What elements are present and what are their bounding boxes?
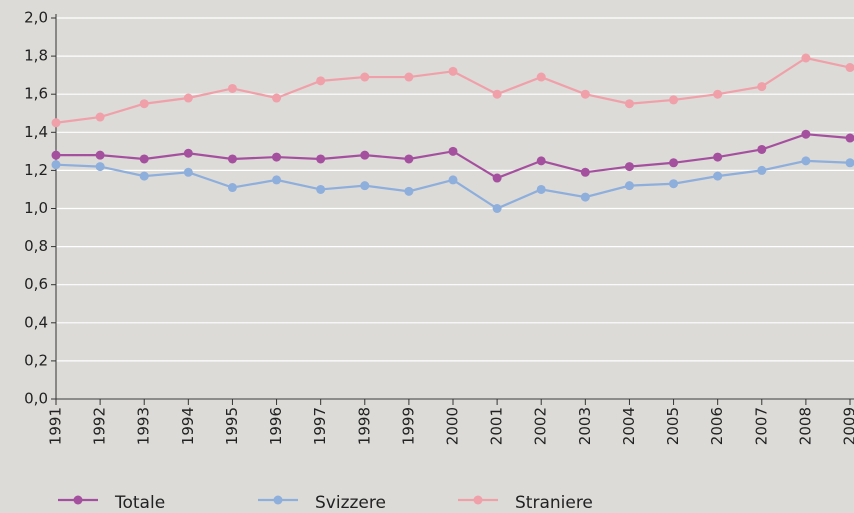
data-point bbox=[272, 152, 282, 162]
legend-label: Svizzere bbox=[315, 493, 386, 513]
data-point bbox=[845, 63, 854, 73]
series-line bbox=[55, 159, 851, 210]
data-point bbox=[360, 150, 370, 160]
y-tick-label: 1,0 bbox=[24, 199, 48, 217]
y-tick-label: 1,2 bbox=[24, 161, 48, 179]
data-point bbox=[845, 158, 854, 168]
data-point bbox=[713, 89, 723, 99]
legend-label: Totale bbox=[114, 493, 165, 513]
data-point bbox=[272, 93, 282, 103]
x-tick-label: 2003 bbox=[576, 407, 594, 445]
data-point bbox=[713, 171, 723, 181]
x-tick-label: 2002 bbox=[532, 407, 550, 445]
data-point bbox=[51, 150, 61, 160]
x-tick-label: 2007 bbox=[752, 407, 770, 445]
x-tick-label: 1996 bbox=[267, 407, 285, 445]
x-tick-label: 2004 bbox=[620, 407, 638, 445]
legend-marker bbox=[273, 495, 283, 505]
y-tick-label: 1,6 bbox=[24, 85, 48, 103]
data-point bbox=[536, 156, 546, 166]
y-tick-label: 0,2 bbox=[24, 351, 48, 369]
data-point bbox=[360, 181, 370, 191]
data-point bbox=[95, 112, 105, 122]
data-point bbox=[316, 154, 326, 164]
data-point bbox=[183, 93, 193, 103]
x-tick-label: 1994 bbox=[179, 407, 197, 445]
data-point bbox=[227, 83, 237, 93]
data-point bbox=[448, 175, 458, 185]
legend-label: Straniere bbox=[515, 493, 593, 513]
data-point bbox=[492, 204, 502, 213]
legend-marker bbox=[473, 495, 483, 505]
data-point bbox=[801, 53, 811, 63]
data-point bbox=[669, 95, 679, 105]
y-tick-label: 0,6 bbox=[24, 275, 48, 293]
data-point bbox=[448, 66, 458, 76]
data-point bbox=[845, 133, 854, 143]
data-point bbox=[669, 179, 679, 189]
data-point bbox=[713, 152, 723, 162]
data-point bbox=[580, 192, 590, 202]
x-tick-label: 1992 bbox=[91, 407, 109, 445]
data-point bbox=[51, 118, 61, 128]
data-point bbox=[757, 165, 767, 175]
data-point bbox=[95, 150, 105, 160]
data-point bbox=[801, 156, 811, 166]
data-point bbox=[183, 148, 193, 158]
x-tick-label: 2005 bbox=[664, 407, 682, 445]
x-tick-label: 1997 bbox=[311, 407, 329, 445]
data-point bbox=[316, 184, 326, 194]
x-tick-label: 1998 bbox=[355, 407, 373, 445]
data-point bbox=[757, 144, 767, 154]
data-point bbox=[492, 173, 502, 183]
data-point bbox=[139, 171, 149, 181]
data-point bbox=[95, 162, 105, 172]
data-point bbox=[183, 167, 193, 177]
x-tick-label: 2000 bbox=[444, 407, 462, 445]
data-point bbox=[139, 99, 149, 109]
data-point bbox=[404, 154, 414, 164]
data-point bbox=[492, 89, 502, 99]
x-tick-label: 1991 bbox=[47, 407, 65, 445]
data-point bbox=[580, 89, 590, 99]
data-point bbox=[448, 146, 458, 156]
data-point bbox=[227, 154, 237, 164]
data-point bbox=[757, 82, 767, 92]
x-tick-label: 1995 bbox=[223, 407, 241, 445]
data-point bbox=[404, 72, 414, 82]
data-point bbox=[316, 76, 326, 86]
y-tick-label: 0,8 bbox=[24, 237, 48, 255]
data-point bbox=[624, 162, 634, 172]
y-tick-label: 2,0 bbox=[24, 9, 48, 27]
x-tick-label: 2001 bbox=[488, 407, 506, 445]
data-point bbox=[536, 184, 546, 194]
data-point bbox=[669, 158, 679, 168]
data-point bbox=[360, 72, 370, 82]
y-tick-label: 1,8 bbox=[24, 47, 48, 65]
data-point bbox=[139, 154, 149, 164]
x-tick-label: 2008 bbox=[796, 407, 814, 445]
data-point bbox=[624, 181, 634, 191]
x-tick-label: 1999 bbox=[399, 407, 417, 445]
data-point bbox=[536, 72, 546, 82]
y-tick-label: 0,4 bbox=[24, 313, 48, 331]
x-tick-label: 1993 bbox=[135, 407, 153, 445]
data-point bbox=[227, 183, 237, 193]
data-point bbox=[272, 175, 282, 185]
data-point bbox=[801, 129, 811, 139]
x-tick-label: 2006 bbox=[708, 407, 726, 445]
data-point bbox=[624, 99, 634, 109]
legend-marker bbox=[73, 495, 83, 505]
data-point bbox=[580, 167, 590, 177]
data-point bbox=[51, 160, 61, 170]
x-tick-label: 2009 bbox=[841, 407, 854, 445]
y-tick-label: 1,4 bbox=[24, 123, 48, 141]
data-point bbox=[404, 186, 414, 196]
y-tick-label: 0,0 bbox=[24, 390, 48, 408]
series-line bbox=[56, 133, 851, 180]
